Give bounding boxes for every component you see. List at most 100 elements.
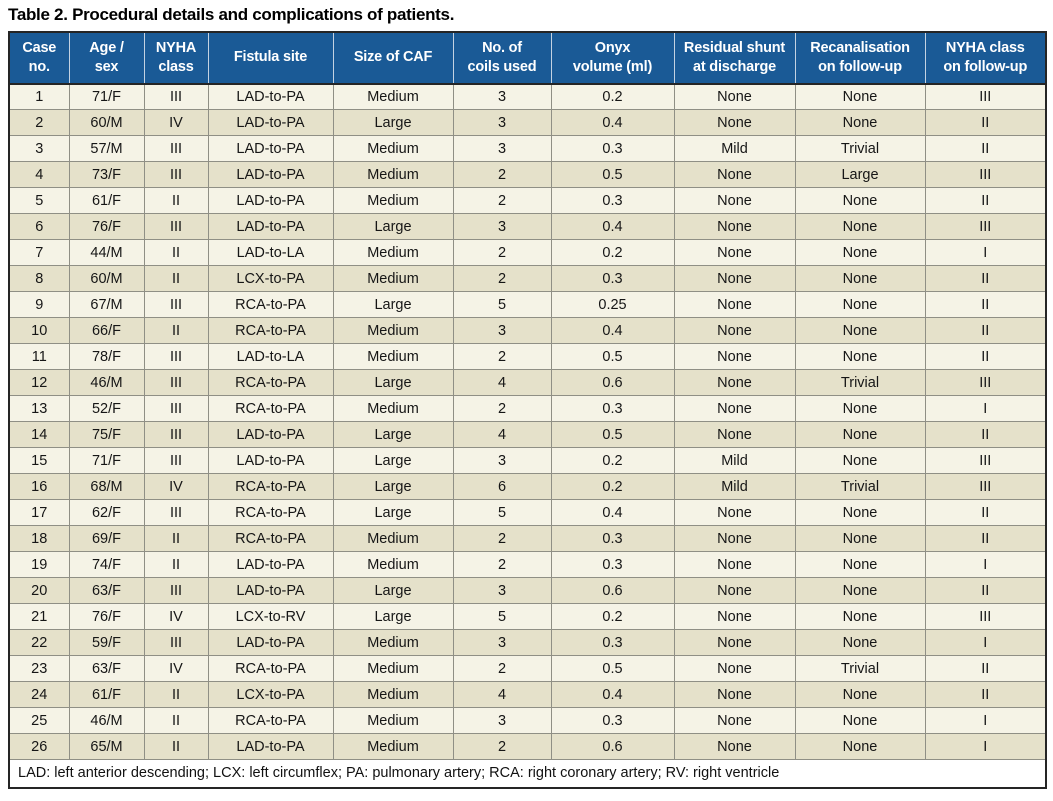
table-cell: RCA-to-PA (207, 291, 334, 319)
table-cell: 62/F (68, 499, 145, 527)
table-cell: Medium (332, 343, 454, 371)
table-cell: None (673, 551, 796, 579)
table-body: 1 71/F III LAD-to-PA Medium 3 0.2 None None III 2 6… (8, 83, 1047, 761)
table-cell: Large (332, 291, 454, 319)
table-row: 14 75/F III LAD-to-PA Large 4 0.5 None None II (8, 421, 1047, 449)
table-cell: 2 (452, 733, 552, 761)
table-cell: II (924, 317, 1047, 345)
table-cell: Medium (332, 161, 454, 189)
table-cell: 9 (8, 291, 70, 319)
table-cell: None (673, 525, 796, 553)
column-header-6: Onyx volume (ml) (550, 32, 674, 85)
table-cell: None (673, 499, 796, 527)
table-cell: Mild (673, 473, 796, 501)
table-cell: Large (332, 499, 454, 527)
table-cell: 2 (452, 239, 552, 267)
table-cell: None (673, 343, 796, 371)
table-cell: 3 (452, 135, 552, 163)
table-cell: II (924, 577, 1047, 605)
table-row: 11 78/F III LAD-to-LA Medium 2 0.5 None None II (8, 343, 1047, 371)
table-cell: None (794, 733, 926, 761)
table-cell: RCA-to-PA (207, 317, 334, 345)
table-cell: LAD-to-PA (207, 109, 334, 137)
table-cell: 0.6 (550, 733, 675, 761)
table-cell: Medium (332, 655, 454, 683)
table-row: 23 63/F IV RCA-to-PA Medium 2 0.5 None Trivial II (8, 655, 1047, 683)
table-cell: Large (332, 421, 454, 449)
table-cell: 4 (452, 681, 552, 709)
table-cell: None (794, 447, 926, 475)
table-row: 19 74/F II LAD-to-PA Medium 2 0.3 None None I (8, 551, 1047, 579)
table-cell: 68/M (68, 473, 145, 501)
column-header-9: NYHA class on follow-up (924, 32, 1046, 85)
table-cell: 21 (8, 603, 70, 631)
table-cell: 73/F (68, 161, 145, 189)
table-cell: 74/F (68, 551, 145, 579)
table-cell: 0.3 (550, 395, 675, 423)
table-cell: 2 (452, 525, 552, 553)
table-cell: 67/M (68, 291, 145, 319)
table-cell: 23 (8, 655, 70, 683)
table-row: 15 71/F III LAD-to-PA Large 3 0.2 Mild None III (8, 447, 1047, 475)
column-header-7: Residual shunt at discharge (673, 32, 795, 85)
table-cell: LAD-to-LA (207, 343, 334, 371)
table-row: 13 52/F III RCA-to-PA Medium 2 0.3 None None I (8, 395, 1047, 423)
table-cell: 14 (8, 421, 70, 449)
table-cell: III (143, 447, 209, 475)
table-cell: 20 (8, 577, 70, 605)
table-header: Case no. Age / sex NYHA class Fistula site S… (9, 32, 1046, 85)
table-cell: LAD-to-PA (207, 421, 334, 449)
table-cell: 75/F (68, 421, 145, 449)
table-cell: 69/F (68, 525, 145, 553)
table-cell: II (924, 681, 1047, 709)
table-cell: 65/M (68, 733, 145, 761)
column-header-4: Size of CAF (332, 32, 453, 85)
table-cell: Medium (332, 135, 454, 163)
table-cell: None (794, 291, 926, 319)
table-row: 17 62/F III RCA-to-PA Large 5 0.4 None None II (8, 499, 1047, 527)
table-cell: 7 (8, 239, 70, 267)
table-cell: None (673, 213, 796, 241)
table-cell: LAD-to-PA (207, 83, 334, 111)
table-cell: None (673, 369, 796, 397)
table-cell: None (673, 655, 796, 683)
table-cell: Mild (673, 135, 796, 163)
table-row: 24 61/F II LCX-to-PA Medium 4 0.4 None None II (8, 681, 1047, 709)
table-cell: 0.5 (550, 655, 675, 683)
table-cell: 57/M (68, 135, 145, 163)
table-cell: RCA-to-PA (207, 369, 334, 397)
table-cell: III (143, 343, 209, 371)
table-cell: None (794, 681, 926, 709)
table-cell: Large (332, 369, 454, 397)
table-cell: 2 (452, 187, 552, 215)
table-cell: 46/M (68, 707, 145, 735)
table-cell: 0.6 (550, 577, 675, 605)
table-cell: RCA-to-PA (207, 655, 334, 683)
table-cell: 2 (452, 343, 552, 371)
table-cell: 2 (452, 551, 552, 579)
table-cell: Medium (332, 733, 454, 761)
table-cell: I (924, 629, 1047, 657)
footnote-row: LAD: left anterior descending; LCX: left… (9, 759, 1046, 788)
table-cell: 63/F (68, 577, 145, 605)
column-header-8: Recanalisation on follow-up (794, 32, 925, 85)
table-cell: 0.2 (550, 603, 675, 631)
table-cell: 44/M (68, 239, 145, 267)
table-cell: None (673, 603, 796, 631)
table-cell: III (143, 161, 209, 189)
table-cell: 12 (8, 369, 70, 397)
table-cell: I (924, 707, 1047, 735)
table-cell: III (143, 577, 209, 605)
table-cell: 5 (452, 291, 552, 319)
table-row: 25 46/M II RCA-to-PA Medium 3 0.3 None None I (8, 707, 1047, 735)
table-cell: None (794, 525, 926, 553)
table-cell: None (794, 577, 926, 605)
table-cell: None (673, 395, 796, 423)
table-cell: LAD-to-PA (207, 551, 334, 579)
table-row: 3 57/M III LAD-to-PA Medium 3 0.3 Mild Trivial II (8, 135, 1047, 163)
table-row: 26 65/M II LAD-to-PA Medium 2 0.6 None None I (8, 733, 1047, 761)
table-cell: RCA-to-PA (207, 395, 334, 423)
table-cell: 59/F (68, 629, 145, 657)
table-cell: None (673, 109, 796, 137)
table-cell: 0.3 (550, 135, 675, 163)
